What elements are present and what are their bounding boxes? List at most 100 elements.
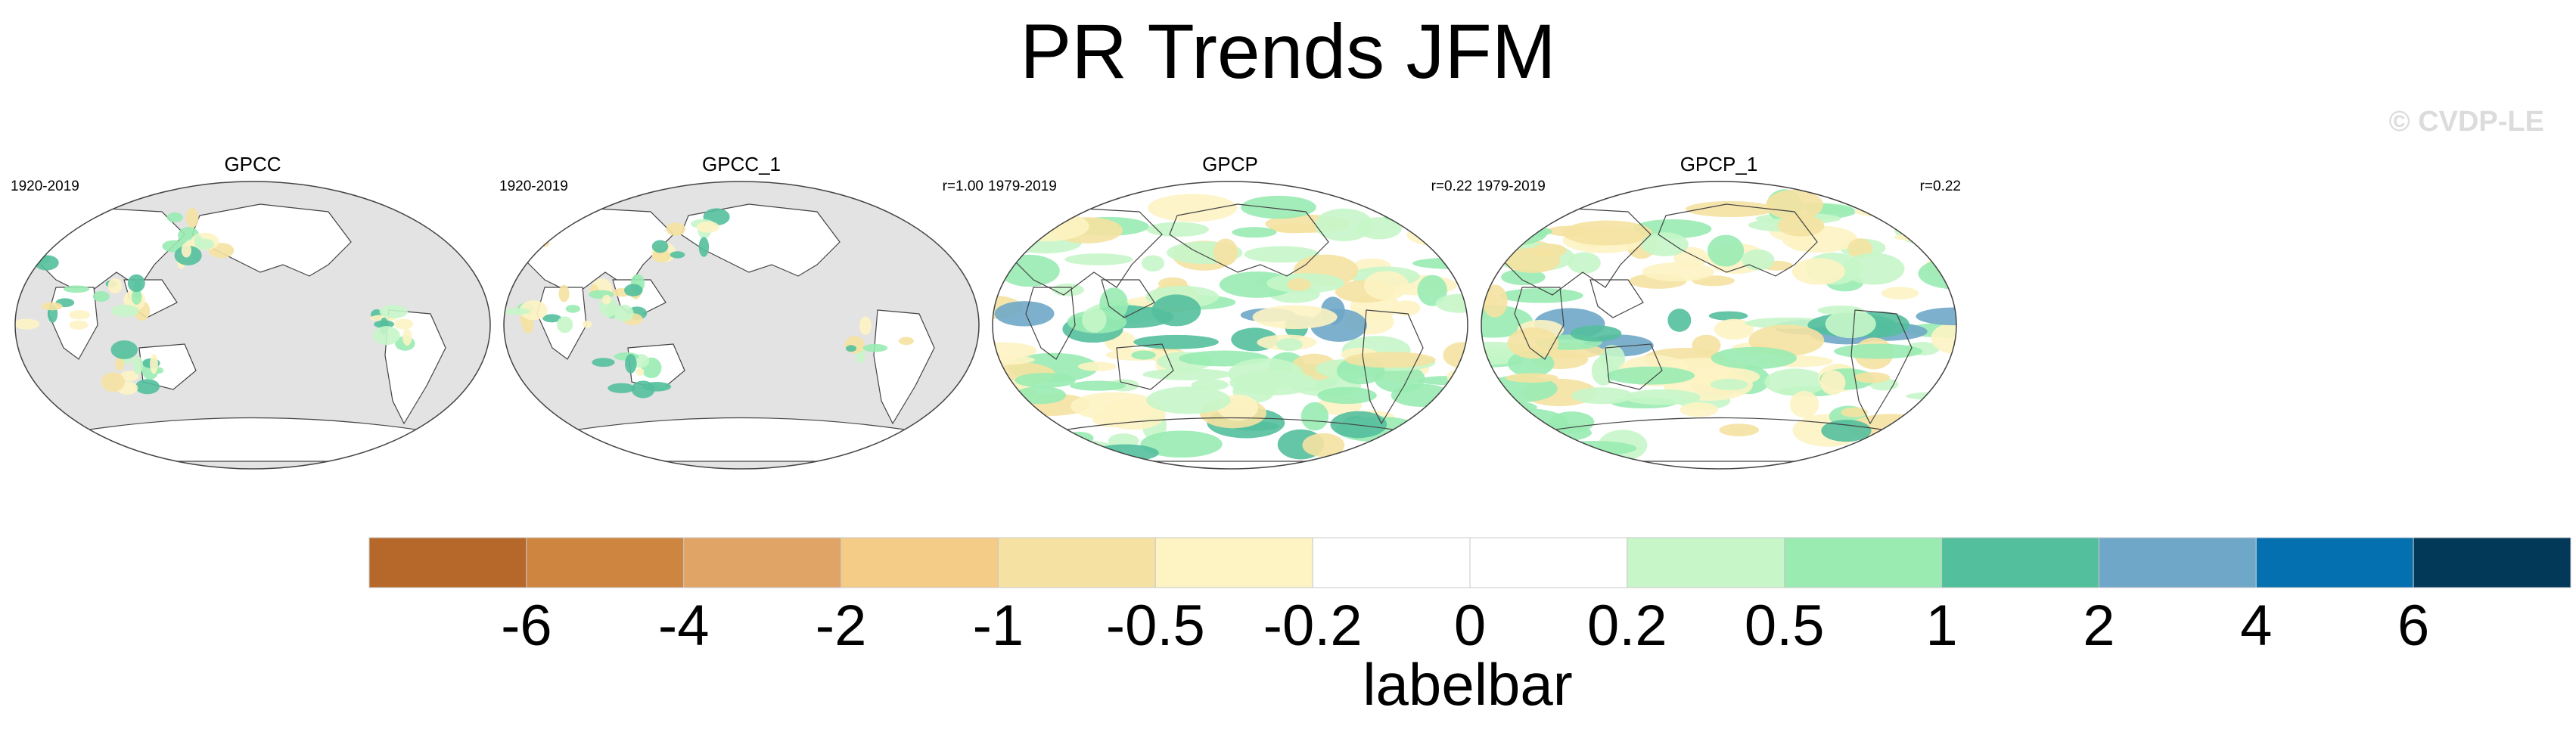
labelbar-box: [1469, 537, 1628, 588]
map-field: [15, 181, 490, 469]
trend-patch: [994, 301, 1055, 327]
trend-patch: [519, 300, 548, 321]
trend-patch: [135, 379, 160, 395]
trend-patch: [652, 250, 671, 262]
panel-period: 1920-2019: [11, 178, 79, 194]
trend-patch: [1789, 390, 1819, 418]
trend-patch: [1315, 208, 1374, 241]
trend-patch: [1506, 373, 1558, 383]
trend-patch: [1707, 234, 1745, 267]
map-panel-3: GPCP 1979-2019 r=0.22: [988, 151, 1472, 476]
map-global: [992, 181, 1468, 470]
trend-patch: [1633, 219, 1712, 239]
trend-patch: [504, 308, 531, 315]
trend-patch: [1052, 283, 1084, 296]
trend-patch: [1711, 346, 1797, 370]
land-outline: [1514, 287, 1565, 360]
trend-patch: [698, 237, 710, 257]
map-land-only: [499, 181, 980, 470]
trend-patch: [1146, 386, 1231, 414]
trend-patch: [1481, 217, 1543, 230]
trend-patch: [504, 231, 514, 239]
labelbar-tick: -1: [973, 594, 1024, 654]
trend-patch: [41, 302, 63, 311]
trend-patch: [583, 321, 592, 328]
trend-patch: [194, 238, 215, 250]
trend-patch: [34, 255, 59, 271]
trend-patch: [1825, 309, 1876, 339]
trend-patch: [607, 383, 635, 393]
trend-patch: [1562, 220, 1652, 246]
trend-patch: [1834, 343, 1923, 359]
map-panel-1: GPCC 1920-2019: [11, 151, 495, 476]
trend-patch: [1244, 246, 1319, 263]
trend-patch: [402, 328, 412, 346]
trend-patch: [522, 316, 534, 333]
trend-patch: [1606, 366, 1695, 385]
map-border: [992, 181, 1468, 470]
panel-period: 1979-2019: [988, 178, 1057, 194]
figure-title: PR Trends JFM: [1020, 8, 1556, 95]
trend-patch: [1481, 348, 1528, 365]
trend-patch: [1015, 372, 1076, 388]
labelbar-label: labelbar: [1363, 651, 1573, 718]
trend-patch: [1928, 213, 1956, 237]
land-outline: [1116, 343, 1174, 390]
trend-patch: [670, 251, 685, 259]
trend-patch: [1252, 305, 1338, 330]
trend-patch: [1363, 271, 1409, 300]
trend-patch: [1777, 214, 1825, 237]
trend-patch: [1892, 445, 1956, 457]
labelbar-box: [997, 537, 1156, 588]
trend-patch: [1228, 358, 1304, 389]
trend-patch: [1141, 255, 1165, 271]
trend-patch: [1499, 288, 1583, 303]
labelbar-tick: -4: [658, 594, 710, 654]
panel-title: GPCP_1: [1680, 153, 1758, 175]
trend-patch: [1131, 350, 1156, 360]
trend-patch: [614, 304, 634, 322]
trend-patch: [1481, 202, 1529, 212]
trend-patch: [998, 254, 1060, 287]
trend-patch: [1330, 411, 1387, 439]
map-global: [1481, 181, 1957, 470]
land-outline: [1491, 207, 1652, 296]
trend-patch: [592, 358, 615, 368]
trend-patch: [1344, 352, 1436, 368]
labelbar-box: [841, 537, 999, 588]
trend-patch: [1403, 216, 1455, 231]
trend-patch: [1719, 423, 1759, 436]
labelbar-tick: 6: [2397, 594, 2429, 654]
trend-patch: [29, 212, 55, 227]
land-outline: [1850, 309, 1913, 425]
panel-correlation: r=0.22: [1919, 178, 1961, 194]
panel-period: 1920-2019: [499, 178, 568, 194]
trend-patch: [862, 343, 888, 352]
trend-patch: [1317, 386, 1377, 405]
map-border: [14, 181, 491, 470]
map-field: [499, 181, 979, 469]
trend-patch: [1571, 387, 1633, 405]
trend-patch: [107, 278, 123, 294]
trend-patch: [1383, 212, 1425, 222]
trend-patch: [625, 353, 637, 374]
trend-patch: [393, 318, 414, 330]
map-panel-4: GPCP_1 1979-2019 r=0.22: [1477, 151, 1961, 476]
trend-patch: [542, 314, 562, 323]
trend-patch: [1509, 226, 1552, 237]
trend-patch: [1213, 238, 1238, 266]
trend-patch: [1374, 364, 1425, 393]
trend-patch: [898, 337, 915, 346]
land-outline: [1169, 203, 1329, 277]
trend-patch: [1686, 200, 1775, 218]
trend-patch: [499, 250, 500, 266]
map-field: [1481, 181, 1956, 469]
trend-patch: [110, 340, 138, 359]
labelbar-box: [1627, 537, 1785, 588]
land-outline: [1025, 287, 1076, 360]
trend-patch: [185, 207, 199, 228]
map-field: [993, 181, 1468, 469]
trend-patch: [1038, 435, 1073, 454]
trend-patch: [110, 304, 139, 318]
trend-patch: [993, 394, 1024, 415]
